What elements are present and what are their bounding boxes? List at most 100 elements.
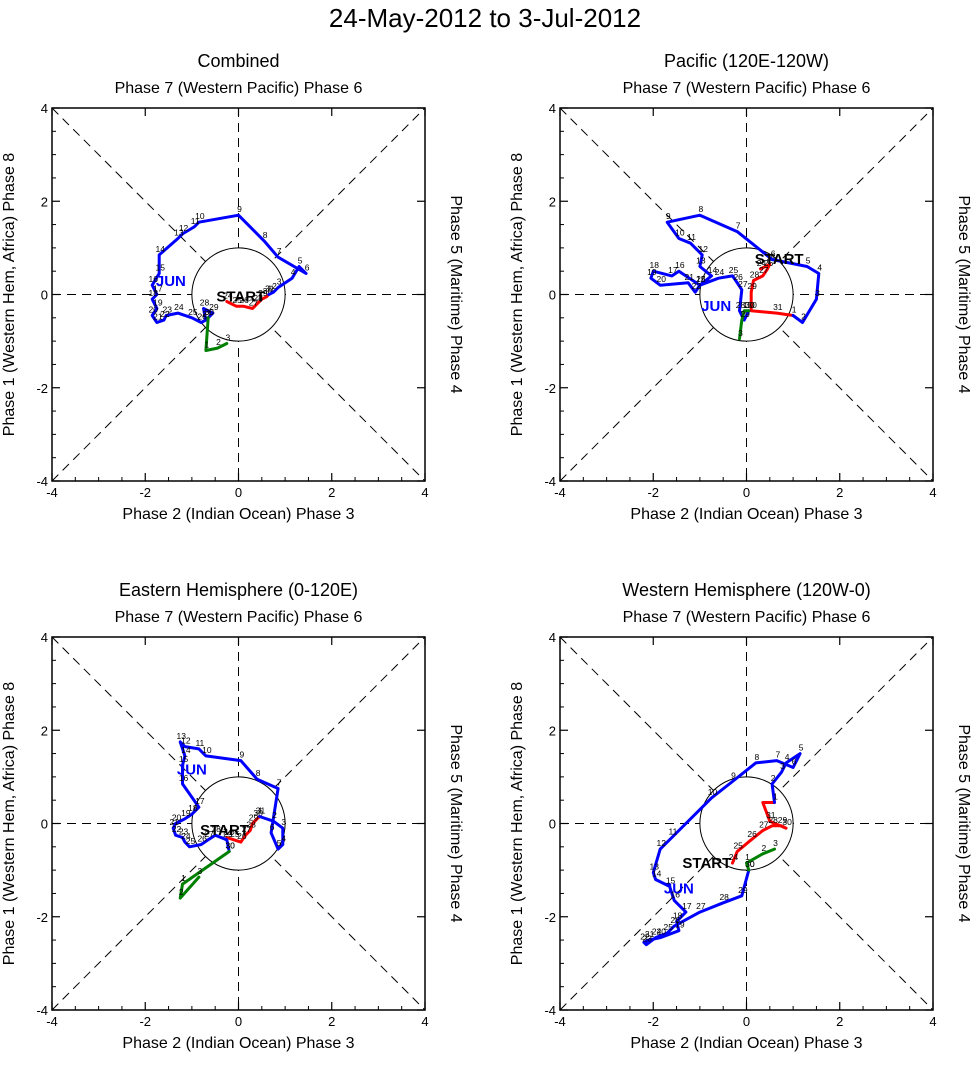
- day-label: 31: [773, 302, 783, 312]
- day-label: 12: [698, 244, 708, 254]
- day-label: 29: [258, 288, 268, 298]
- day-label: 1: [258, 806, 263, 816]
- y-tick-label: 4: [549, 101, 556, 116]
- day-label: 9: [237, 204, 242, 214]
- y-tick-label: 2: [549, 723, 556, 738]
- day-label: 30: [225, 840, 235, 850]
- day-label: 20: [149, 304, 159, 314]
- day-label: 30: [745, 859, 755, 869]
- day-label: 3: [815, 288, 820, 298]
- day-label: 2: [179, 887, 184, 897]
- unit-circle: [191, 776, 286, 871]
- day-label: 16: [670, 889, 680, 899]
- day-label: 29: [740, 309, 750, 319]
- bottom-axis-label: Phase 2 (Indian Ocean) Phase 3: [122, 1035, 354, 1052]
- day-label: 28: [736, 300, 746, 310]
- day-label: 14: [708, 265, 718, 275]
- month-label-jun: JUN: [664, 880, 694, 897]
- day-label: 21: [153, 311, 163, 321]
- day-label: 10: [675, 228, 685, 238]
- month-label-jun: JUN: [701, 298, 731, 315]
- day-label: 24: [223, 290, 233, 300]
- day-label: 16: [179, 773, 189, 783]
- unit-circle: [699, 247, 794, 342]
- day-label: 19: [647, 267, 657, 277]
- day-label: 28: [253, 293, 263, 303]
- day-label: 25: [230, 829, 240, 839]
- day-label: 30: [204, 307, 214, 317]
- day-label: 26: [670, 915, 680, 925]
- day-label: 3: [225, 332, 230, 342]
- day-label: 3: [281, 817, 286, 827]
- day-label: 8: [754, 752, 759, 762]
- day-label: 28: [246, 819, 256, 829]
- day-label: 24: [223, 826, 233, 836]
- day-label: 17: [668, 265, 678, 275]
- day-label: 8: [699, 204, 704, 214]
- day-label: 1: [743, 300, 748, 310]
- day-label: 9: [666, 211, 671, 221]
- y-tick-label: 0: [549, 817, 556, 832]
- x-tick-label: 2: [836, 1014, 843, 1029]
- y-tick-label: 4: [549, 630, 556, 645]
- x-tick-label: 2: [328, 1014, 335, 1029]
- page-title: 24-May-2012 to 3-Jul-2012: [329, 3, 641, 33]
- day-label: 22: [691, 281, 701, 291]
- y-tick-label: -2: [36, 381, 48, 396]
- day-label: 5: [298, 256, 303, 266]
- day-label: 27: [738, 279, 748, 289]
- day-label: 5: [277, 838, 282, 848]
- day-label: 24: [757, 258, 767, 268]
- day-label: 30: [204, 307, 214, 317]
- day-label: 3: [198, 866, 203, 876]
- day-label: 17: [153, 284, 163, 294]
- start-label: START: [216, 288, 265, 305]
- day-label: 21: [645, 929, 655, 939]
- day-label: 27: [759, 265, 769, 275]
- day-label: 27: [696, 901, 706, 911]
- day-label: 16: [149, 274, 159, 284]
- day-label: 23: [162, 304, 172, 314]
- day-label: 29: [249, 813, 259, 823]
- y-tick-label: 4: [41, 630, 48, 645]
- day-label: 27: [202, 309, 212, 319]
- phase-panel-1: Combined Phase 7 (Western Pacific) Phase …: [1, 51, 464, 523]
- day-label: 23: [696, 274, 706, 284]
- day-label: 23: [179, 826, 189, 836]
- panel-title: Western Hemisphere (120W-0): [622, 580, 870, 600]
- day-label: 25: [188, 307, 198, 317]
- day-label: 12: [179, 223, 189, 233]
- day-label: 26: [197, 833, 207, 843]
- trajectory-july: [178, 850, 231, 900]
- day-label: 4: [817, 263, 822, 273]
- phase-panel-3: Eastern Hemisphere (0-120E) Phase 7 (West…: [1, 580, 464, 1052]
- day-label: 22: [640, 931, 650, 941]
- y-tick-label: -4: [544, 474, 556, 489]
- day-label: 31: [265, 284, 275, 294]
- day-label: 2: [272, 281, 277, 291]
- day-label: 30: [782, 817, 792, 827]
- day-label: 5: [806, 256, 811, 266]
- right-axis-label: Phase 5 (Maritime) Phase 4: [955, 724, 971, 922]
- top-axis-label: Phase 7 (Western Pacific) Phase 6: [623, 609, 871, 626]
- x-tick-label: -2: [139, 1014, 151, 1029]
- y-tick-label: -4: [36, 1003, 48, 1018]
- x-tick-label: -2: [647, 1014, 659, 1029]
- month-label-jun: JUN: [177, 762, 207, 779]
- day-label: 15: [666, 875, 676, 885]
- day-label: 20: [172, 813, 182, 823]
- day-label: 27: [204, 829, 214, 839]
- trajectory-may: [749, 262, 795, 317]
- left-axis-label: Phase 1 (Western Hem, Africa) Phase 8: [1, 682, 18, 965]
- trajectory-june: [642, 752, 802, 947]
- day-label: 3: [780, 761, 785, 771]
- day-label: 6: [771, 249, 776, 259]
- day-label: 12: [657, 838, 667, 848]
- day-label: 15: [179, 754, 189, 764]
- phase-panel-2: Pacific (120E-120W) Phase 7 (Western Paci…: [509, 51, 971, 523]
- day-label: 29: [738, 885, 748, 895]
- panel-title: Combined: [197, 51, 279, 71]
- trajectory-may: [225, 815, 261, 844]
- day-label: 30: [745, 300, 755, 310]
- day-label: 24: [181, 831, 191, 841]
